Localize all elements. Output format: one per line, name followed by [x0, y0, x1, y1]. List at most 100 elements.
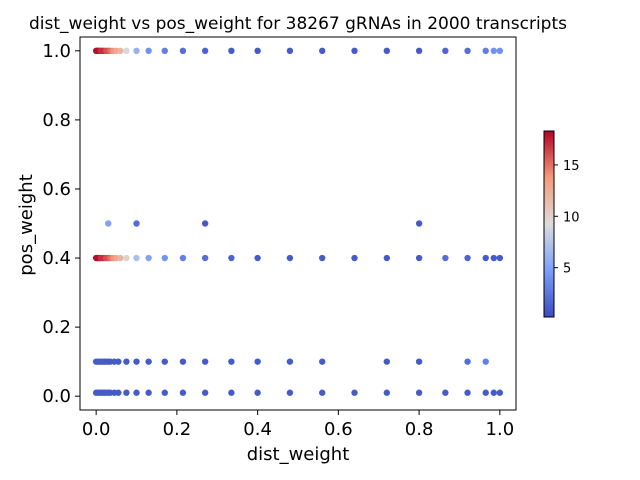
scatter-point: [201, 220, 209, 227]
y-tick-label: 0.0: [42, 386, 71, 407]
scatter-point: [123, 47, 130, 55]
scatter-point: [133, 358, 140, 365]
scatter-point: [464, 47, 471, 55]
scatter-point: [490, 389, 497, 396]
scatter-point: [117, 254, 124, 262]
scatter-point: [145, 47, 152, 55]
colorbar: 5 10 15: [543, 130, 580, 318]
scatter-point: [115, 358, 122, 365]
marker-layer: [92, 47, 504, 396]
scatter-point: [115, 389, 122, 396]
x-axis: 0.0 0.2 0.4 0.6 0.8 1.0: [82, 410, 514, 440]
scatter-point: [254, 47, 261, 55]
scatter-point: [161, 254, 168, 262]
scatter-point: [133, 254, 140, 262]
scatter-point: [161, 358, 168, 365]
scatter-point: [442, 47, 449, 55]
y-axis: 0.0 0.2 0.4 0.6 0.8 1.0: [42, 41, 80, 407]
scatter-point: [179, 389, 187, 396]
scatter-point: [201, 389, 209, 396]
x-tick-label: 0.2: [163, 419, 192, 440]
scatter-point: [464, 358, 471, 365]
scatter-point: [179, 358, 187, 365]
scatter-point: [496, 47, 504, 55]
chart-title: dist_weight vs pos_weight for 38267 gRNA…: [29, 14, 567, 34]
y-axis-label: pos_weight: [16, 174, 37, 276]
scatter-point: [117, 47, 124, 55]
scatter-point: [490, 254, 497, 262]
scatter-point: [482, 389, 489, 396]
scatter-point: [228, 389, 235, 396]
scatter-point: [254, 358, 261, 365]
colorbar-ticks: 5 10 15: [554, 159, 580, 277]
scatter-point: [482, 47, 489, 55]
scatter-point: [490, 47, 497, 55]
colorbar-tick-label: 10: [563, 210, 580, 225]
y-tick-label: 0.4: [42, 248, 71, 269]
scatter-point: [133, 389, 140, 396]
scatter-point: [464, 389, 471, 396]
scatter-point: [254, 389, 261, 396]
scatter-point: [415, 358, 423, 365]
scatter-point: [464, 254, 471, 262]
scatter-point: [123, 254, 130, 262]
x-tick-label: 0.8: [405, 419, 434, 440]
plot-frame: [79, 36, 517, 411]
scatter-point: [383, 47, 391, 55]
scatter-point: [286, 389, 294, 396]
scatter-point: [286, 47, 294, 55]
scatter-point: [319, 254, 326, 262]
scatter-point: [383, 358, 391, 365]
scatter-point: [179, 254, 187, 262]
scatter-point: [123, 389, 130, 396]
scatter-point: [161, 389, 168, 396]
scatter-point: [179, 47, 187, 55]
scatter-point: [145, 389, 152, 396]
y-tick-label: 1.0: [42, 41, 71, 62]
scatter-point: [496, 254, 504, 262]
scatter-point: [415, 220, 423, 227]
scatter-point: [161, 47, 168, 55]
scatter-point: [383, 389, 391, 396]
scatter-point: [415, 47, 423, 55]
colorbar-gradient: [543, 130, 555, 318]
scatter-point: [351, 389, 358, 396]
scatter-point: [286, 358, 294, 365]
scatter-point: [201, 47, 209, 55]
scatter-point: [496, 389, 504, 396]
scatter-point: [415, 254, 423, 262]
scatter-point: [145, 254, 152, 262]
scatter-point: [482, 358, 489, 365]
scatter-point: [201, 254, 209, 262]
scatter-point: [105, 220, 112, 227]
scatter-point: [133, 220, 140, 227]
scatter-point: [319, 389, 326, 396]
scatter-point: [319, 358, 326, 365]
scatter-point: [123, 358, 130, 365]
scatter-point: [228, 358, 235, 365]
scatter-point: [145, 358, 152, 365]
scatter-point: [442, 254, 449, 262]
scatter-point: [228, 47, 235, 55]
scatter-point: [442, 389, 449, 396]
y-tick-label: 0.8: [42, 110, 71, 131]
scatter-point: [415, 389, 423, 396]
scatter-point: [482, 254, 489, 262]
y-tick-label: 0.2: [42, 317, 71, 338]
scatter-point: [383, 254, 391, 262]
scatter-point: [351, 254, 358, 262]
scatter-point: [228, 254, 235, 262]
scatter-point: [201, 358, 209, 365]
scatter-point: [254, 254, 261, 262]
scatter-point: [319, 47, 326, 55]
colorbar-tick-label: 5: [563, 262, 571, 277]
x-tick-label: 0.0: [82, 419, 111, 440]
x-tick-label: 0.4: [243, 419, 272, 440]
y-tick-label: 0.6: [42, 179, 71, 200]
x-tick-label: 0.6: [324, 419, 353, 440]
colorbar-tick-label: 15: [563, 159, 580, 174]
scatter-point: [286, 254, 294, 262]
scatter-point: [133, 47, 140, 55]
x-axis-label: dist_weight: [247, 444, 350, 465]
